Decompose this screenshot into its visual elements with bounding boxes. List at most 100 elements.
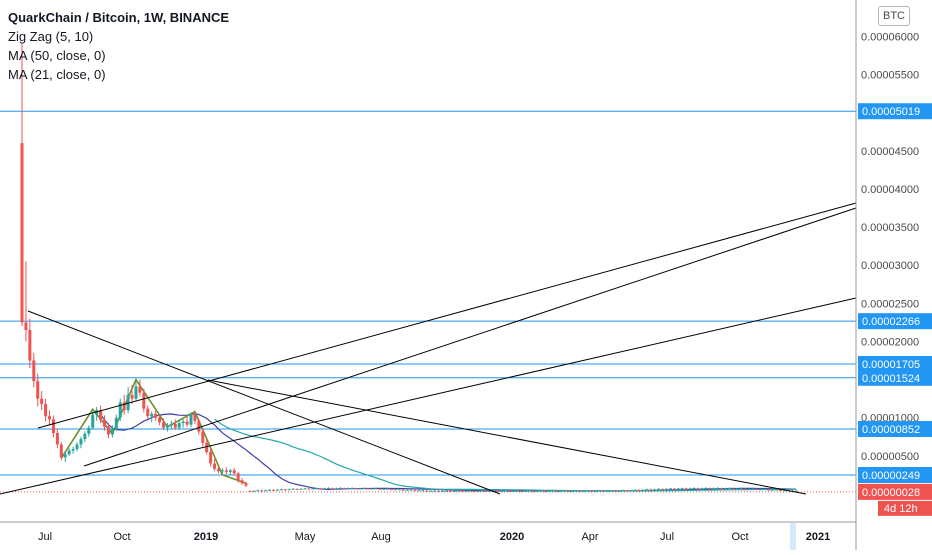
candle-body bbox=[99, 410, 103, 421]
candle-body bbox=[456, 490, 460, 492]
candle-body bbox=[358, 488, 362, 490]
candle-body bbox=[688, 488, 692, 490]
trend-line bbox=[0, 297, 857, 495]
candle-body bbox=[731, 488, 735, 490]
candle-body bbox=[220, 470, 224, 472]
x-tick-label: Aug bbox=[371, 531, 391, 543]
candle-body bbox=[425, 490, 429, 492]
candle-body bbox=[173, 423, 177, 428]
candle-body bbox=[350, 487, 354, 489]
level-label: 0.00001524 bbox=[862, 373, 920, 385]
candle-body bbox=[272, 489, 276, 491]
candle-body bbox=[122, 402, 126, 411]
candle-body bbox=[165, 425, 169, 428]
candle-body bbox=[488, 490, 492, 492]
candle-body bbox=[712, 488, 716, 490]
candle-body bbox=[503, 490, 507, 492]
candle-body bbox=[771, 489, 775, 491]
candle-body bbox=[590, 490, 594, 492]
candle-body bbox=[558, 490, 562, 492]
candle-body bbox=[342, 488, 346, 490]
candle-body bbox=[633, 489, 637, 491]
candle-body bbox=[661, 489, 665, 491]
candle-body bbox=[680, 488, 684, 490]
candle-body bbox=[51, 419, 55, 433]
candle-body bbox=[586, 490, 590, 492]
candle-body bbox=[594, 490, 598, 492]
candle-body bbox=[252, 490, 256, 492]
indicator-zigzag[interactable]: Zig Zag (5, 10) bbox=[8, 29, 94, 44]
candle-body bbox=[323, 488, 327, 490]
candle-body bbox=[118, 402, 122, 418]
candle-body bbox=[385, 488, 389, 490]
trend-line bbox=[37, 202, 857, 429]
current-time-marker bbox=[790, 523, 796, 550]
candle-body bbox=[95, 410, 99, 415]
candle-body bbox=[735, 488, 739, 490]
indicator-ma-21[interactable]: MA (21, close, 0) bbox=[8, 67, 106, 82]
candle-body bbox=[224, 470, 228, 472]
candle-body bbox=[134, 386, 138, 399]
last-price-label: 0.00000028 bbox=[862, 487, 920, 499]
candle-body bbox=[476, 490, 480, 492]
candle-body bbox=[437, 490, 441, 492]
candle-body bbox=[716, 487, 720, 489]
indicator-ma-50[interactable]: MA (50, close, 0) bbox=[8, 48, 106, 63]
candle-body bbox=[362, 488, 366, 490]
candle-body bbox=[441, 490, 445, 492]
y-tick-label: 0.00002500 bbox=[861, 298, 919, 310]
candle-body bbox=[448, 490, 452, 492]
candle-body bbox=[570, 490, 574, 492]
x-tick-label: Oct bbox=[113, 531, 130, 543]
candle-body bbox=[244, 483, 248, 486]
trend-line bbox=[207, 379, 807, 495]
candle-body bbox=[71, 449, 75, 451]
candle-body bbox=[32, 360, 36, 382]
candle-body bbox=[110, 428, 114, 435]
level-label-box bbox=[858, 313, 932, 330]
y-tick-label: 0.00005500 bbox=[861, 70, 919, 82]
candle-body bbox=[205, 442, 209, 453]
candle-body bbox=[723, 488, 727, 490]
candle-body bbox=[515, 490, 519, 492]
candle-body bbox=[433, 490, 437, 492]
candle-body bbox=[523, 490, 527, 492]
ma-50-line bbox=[214, 418, 797, 492]
candle-body bbox=[747, 488, 751, 490]
candle-body bbox=[158, 417, 162, 423]
x-tick-label: 2021 bbox=[806, 531, 830, 543]
candle-body bbox=[185, 421, 189, 425]
candle-body bbox=[775, 489, 779, 491]
candle-body bbox=[629, 490, 633, 492]
candle-body bbox=[334, 488, 338, 490]
candle-body bbox=[40, 398, 44, 405]
level-label-box bbox=[858, 369, 932, 386]
candle-body bbox=[554, 490, 558, 492]
y-tick-label: 0.00003000 bbox=[861, 260, 919, 272]
level-label: 0.00005019 bbox=[862, 106, 920, 118]
candle-body bbox=[201, 431, 205, 443]
candle-body bbox=[519, 490, 523, 492]
level-label: 0.00000852 bbox=[862, 424, 920, 436]
candle-body bbox=[460, 490, 464, 492]
symbol-title[interactable]: QuarkChain / Bitcoin, 1W, BINANCE bbox=[8, 10, 230, 25]
candle-body bbox=[727, 488, 731, 490]
currency-badge[interactable]: BTC bbox=[878, 6, 910, 26]
candle-body bbox=[610, 490, 613, 492]
candle-body bbox=[606, 490, 610, 492]
candle-body bbox=[621, 490, 625, 492]
candle-body bbox=[283, 489, 287, 491]
candle-body bbox=[213, 463, 217, 469]
candle-body bbox=[499, 490, 503, 492]
candle-body bbox=[248, 490, 252, 492]
candle-body bbox=[307, 488, 311, 490]
candle-body bbox=[751, 488, 755, 490]
candle-body bbox=[637, 489, 641, 491]
candle-body bbox=[378, 488, 382, 490]
candle-body bbox=[264, 490, 268, 492]
candle-body bbox=[138, 386, 142, 393]
candle-body bbox=[299, 488, 303, 490]
candle-body bbox=[778, 490, 782, 492]
